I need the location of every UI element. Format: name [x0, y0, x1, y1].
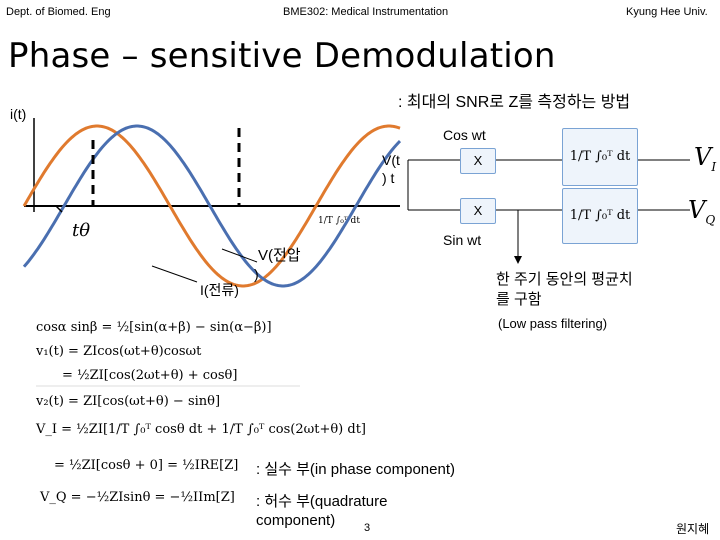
voltage-label-line2: ) — [254, 266, 259, 282]
equation-v2: v₂(t) = ZI[cos(ωt+θ) − sinθ] — [36, 394, 221, 409]
output-vi-subscript: I — [711, 159, 717, 174]
multiplier-sin-label: X — [473, 203, 483, 218]
average-note-line1: 한 주기 동안의 평균치 — [496, 271, 633, 288]
output-vq-symbol: V — [688, 196, 706, 224]
header-university: Kyung Hee Univ. — [626, 6, 708, 18]
author: 원지혜 — [676, 522, 710, 536]
voltage-pointer — [221, 248, 258, 263]
page-number: 3 — [364, 522, 371, 534]
voltage-label-line1: V(전압 — [258, 247, 301, 264]
slide-subtitle: : 최대의 SNR로 Z를 측정하는 방법 — [398, 94, 631, 111]
equation-vq: V_Q = −½ZIsinθ = −½IIm[Z] — [40, 490, 235, 505]
v-input-label-line2: ) t — [382, 170, 395, 186]
imaginary-part-note-line2: component) — [256, 512, 336, 529]
current-waveform — [22, 124, 401, 288]
voltage-waveform — [22, 124, 402, 288]
multiplier-cos: X — [460, 148, 496, 174]
output-vi-symbol: V — [694, 143, 712, 171]
header-course: BME302: Medical Instrumentation — [283, 6, 449, 18]
imaginary-part-note-line1: : 허수 부(quadrature — [256, 493, 388, 510]
current-pointer — [151, 265, 198, 283]
output-vq-subscript: Q — [705, 212, 716, 227]
lpf-note: (Low pass filtering) — [498, 316, 608, 331]
multiplier-sin: X — [460, 198, 496, 224]
current-label: I(전류) — [200, 282, 239, 298]
equation-vi: V_I = ½ZI[1/T ∫₀ᵀ cosθ dt + 1/T ∫₀ᵀ cos(… — [36, 422, 367, 437]
integrator-in-phase: 1/T ∫₀ᵀ dt — [562, 128, 638, 186]
integrator-quadrature-label: 1/T ∫₀ᵀ dt — [569, 208, 631, 223]
sin-reference-label: Sin wt — [443, 232, 482, 248]
multiplier-cos-label: X — [473, 153, 483, 168]
note-pointer-arrow — [514, 256, 522, 264]
integrator-in-phase-label: 1/T ∫₀ᵀ dt — [569, 149, 631, 164]
equation-v1: v₁(t) = ZIcos(ωt+θ)cosωt — [36, 344, 202, 359]
output-vi: VI — [694, 143, 716, 174]
t-theta-label: tθ — [72, 220, 91, 241]
v-input-label-line1: V(t — [382, 152, 400, 168]
equation-trig-identity: cosα sinβ = ½[sin(α+β) − sin(α−β)] — [36, 320, 272, 335]
equation-v1-expanded: = ½ZI[cos(2ωt+θ) + cosθ] — [62, 368, 238, 383]
real-part-note: : 실수 부(in phase component) — [256, 461, 455, 478]
cos-reference-label: Cos wt — [443, 127, 486, 143]
average-note-line2: 를 구함 — [496, 291, 542, 308]
integrator-quadrature: 1/T ∫₀ᵀ dt — [562, 188, 638, 244]
small-integral-label: 1/T ∫₀ᵀ dt — [318, 216, 360, 226]
equation-vi-result: = ½ZI[cosθ + 0] = ½IRE[Z] — [54, 458, 239, 473]
phase-tick — [55, 205, 63, 213]
header-dept: Dept. of Biomed. Eng — [6, 6, 111, 18]
output-vq: VQ — [688, 196, 715, 227]
current-axis-label: i(t) — [10, 106, 27, 122]
slide-title: Phase – sensitive Demodulation — [8, 36, 556, 76]
